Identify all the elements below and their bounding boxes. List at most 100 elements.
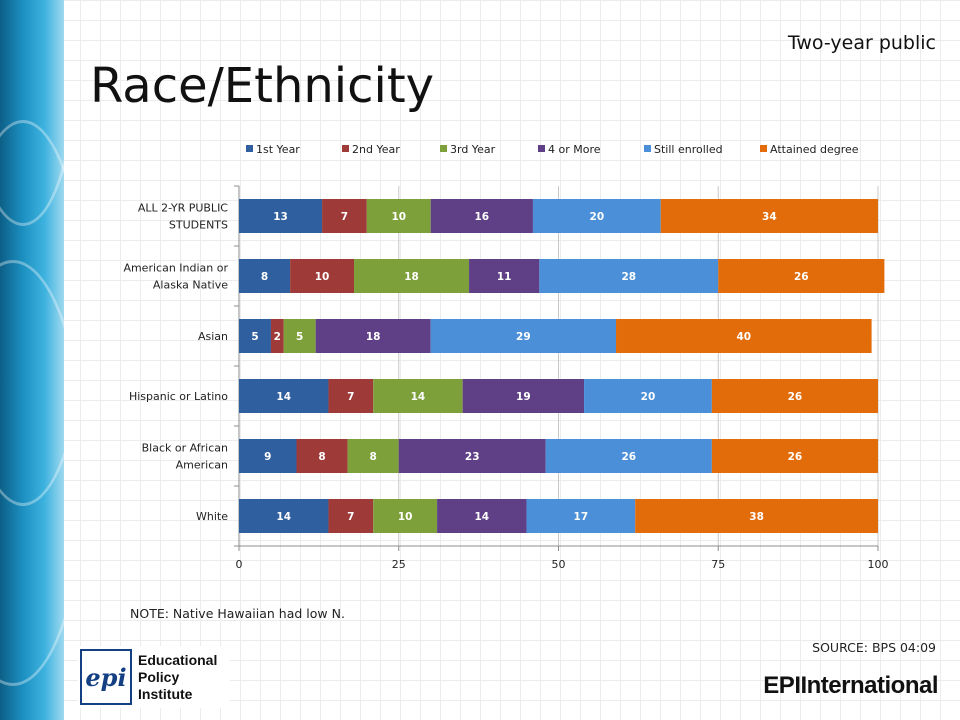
bar-segment bbox=[711, 379, 878, 413]
data-label: 8 bbox=[318, 451, 325, 463]
data-label: 17 bbox=[574, 511, 589, 523]
decorative-side-band bbox=[0, 0, 64, 720]
bar-segment bbox=[239, 379, 329, 413]
data-label: 23 bbox=[465, 451, 480, 463]
data-label: 10 bbox=[391, 211, 406, 223]
bar-segment bbox=[373, 379, 463, 413]
legend-label: 4 or More bbox=[548, 143, 601, 156]
bar-segment bbox=[347, 439, 399, 473]
epi-logo-line: Policy bbox=[138, 668, 180, 685]
epi-logo-line: Educational bbox=[138, 651, 218, 668]
bar-segment bbox=[711, 439, 878, 473]
data-label: 11 bbox=[497, 271, 512, 283]
epi-logo: epi Educational Policy Institute bbox=[78, 646, 230, 708]
x-tick-label: 0 bbox=[236, 558, 243, 571]
page-subtitle: Two-year public bbox=[787, 32, 936, 54]
category-label: ALL 2-YR PUBLIC STUDENTS bbox=[138, 202, 228, 232]
legend-swatch bbox=[644, 145, 651, 152]
bar-segment bbox=[239, 199, 323, 233]
bar-segment bbox=[430, 319, 617, 353]
bar-segment bbox=[545, 439, 712, 473]
data-label: 20 bbox=[590, 211, 605, 223]
data-label: 7 bbox=[347, 511, 354, 523]
data-label: 26 bbox=[621, 451, 636, 463]
data-label: 2 bbox=[274, 331, 281, 343]
data-label: 14 bbox=[411, 391, 426, 403]
bar-segment bbox=[296, 439, 348, 473]
legend-label: Still enrolled bbox=[654, 143, 723, 156]
bar-segment bbox=[290, 259, 355, 293]
data-label: 14 bbox=[276, 511, 291, 523]
legend-label: 3rd Year bbox=[450, 143, 496, 156]
data-label: 10 bbox=[315, 271, 330, 283]
data-label: 26 bbox=[788, 391, 803, 403]
data-label: 10 bbox=[398, 511, 413, 523]
bar-segment bbox=[366, 199, 431, 233]
bar-segment bbox=[635, 499, 878, 533]
bar-segment bbox=[373, 499, 438, 533]
bar-segment bbox=[239, 319, 271, 353]
data-label: 26 bbox=[794, 271, 809, 283]
x-tick-label: 75 bbox=[711, 558, 725, 571]
category-label: Black or African American bbox=[142, 442, 228, 472]
legend-swatch bbox=[440, 145, 447, 152]
epi-logo-line: Institute bbox=[138, 685, 193, 702]
data-label: 14 bbox=[276, 391, 291, 403]
bar-segment bbox=[328, 499, 374, 533]
data-label: 28 bbox=[621, 271, 636, 283]
data-label: 5 bbox=[251, 331, 258, 343]
data-label: 13 bbox=[273, 211, 288, 223]
epi-international-logo: EPIInternational bbox=[763, 672, 938, 699]
data-label: 14 bbox=[475, 511, 490, 523]
epi-logo-words: Educational Policy Institute bbox=[138, 652, 217, 703]
data-label: 18 bbox=[366, 331, 381, 343]
bar-segment bbox=[462, 379, 585, 413]
bar-segment bbox=[239, 499, 329, 533]
x-tick-label: 50 bbox=[552, 558, 566, 571]
x-tick-label: 100 bbox=[868, 558, 889, 571]
data-label: 8 bbox=[370, 451, 377, 463]
data-label: 34 bbox=[762, 211, 777, 223]
bar-segment bbox=[616, 319, 872, 353]
data-label: 40 bbox=[736, 331, 751, 343]
bar-segment bbox=[584, 379, 712, 413]
category-label: Hispanic or Latino bbox=[129, 390, 228, 403]
category-label: Asian bbox=[198, 330, 228, 343]
data-label: 18 bbox=[404, 271, 419, 283]
bar-segment bbox=[532, 199, 661, 233]
category-label: White bbox=[196, 510, 228, 523]
data-label: 20 bbox=[641, 391, 656, 403]
note-text: NOTE: Native Hawaiian had low N. bbox=[130, 606, 345, 621]
legend-label: 1st Year bbox=[256, 143, 300, 156]
bar-segment bbox=[239, 439, 297, 473]
data-label: 7 bbox=[347, 391, 354, 403]
bar-segment bbox=[322, 199, 367, 233]
bar-segment bbox=[539, 259, 719, 293]
bar-segment bbox=[239, 259, 291, 293]
bar-segment bbox=[437, 499, 527, 533]
bar-segment bbox=[430, 199, 533, 233]
bar-segment bbox=[354, 259, 470, 293]
page-title: Race/Ethnicity bbox=[90, 58, 435, 114]
data-label: 29 bbox=[516, 331, 531, 343]
legend-swatch bbox=[760, 145, 767, 152]
data-label: 26 bbox=[788, 451, 803, 463]
data-label: 5 bbox=[296, 331, 303, 343]
data-label: 16 bbox=[475, 211, 490, 223]
bar-segment bbox=[315, 319, 431, 353]
bar-segment bbox=[270, 319, 284, 353]
bar-segment bbox=[398, 439, 546, 473]
bar-segment bbox=[718, 259, 885, 293]
legend-label: 2nd Year bbox=[352, 143, 400, 156]
epi-logo-mark: epi bbox=[80, 649, 132, 705]
data-label: 9 bbox=[264, 451, 271, 463]
data-label: 7 bbox=[341, 211, 348, 223]
bar-segment bbox=[283, 319, 316, 353]
x-tick-label: 25 bbox=[392, 558, 406, 571]
bar-segment bbox=[660, 199, 878, 233]
bar-segment bbox=[328, 379, 374, 413]
data-label: 38 bbox=[749, 511, 764, 523]
bar-segment bbox=[526, 499, 636, 533]
legend-swatch bbox=[246, 145, 253, 152]
